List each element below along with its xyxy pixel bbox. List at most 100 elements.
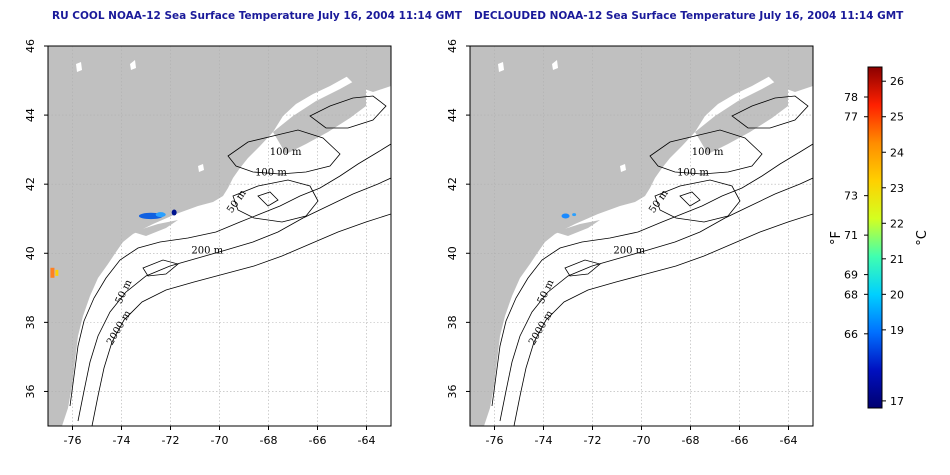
fahrenheit-tick-label: 77 <box>844 111 858 124</box>
celsius-unit-label: °C <box>915 230 930 246</box>
x-axis-ticks: -76 -74 -72 -70 -68 -66 -64 <box>64 426 376 447</box>
y-axis-ticks: 36 38 40 42 44 46 <box>446 39 470 398</box>
bathymetry-contours <box>69 95 391 426</box>
lake-shape <box>498 62 504 72</box>
x-tick-label: -74 <box>535 434 553 447</box>
land-mass <box>48 46 391 426</box>
y-tick-label: 44 <box>24 108 37 122</box>
sst-patches <box>561 213 577 219</box>
celsius-tick-label: 24 <box>890 146 904 159</box>
contour-label: 100 m <box>677 168 709 179</box>
x-axis-ticks: -76 -74 -72 -70 -68 -66 -64 <box>486 426 798 447</box>
land-mass <box>470 46 813 426</box>
contour-line <box>491 143 813 407</box>
contour-line <box>309 95 387 129</box>
land-shape <box>48 46 366 426</box>
contour-line <box>227 129 341 175</box>
contour-line <box>564 259 601 277</box>
lake-shape <box>198 164 204 172</box>
x-tick-label: -72 <box>584 434 602 447</box>
celsius-tick-label: 25 <box>890 111 904 124</box>
contour-label: 100 m <box>270 147 302 158</box>
celsius-tick-label: 26 <box>890 75 904 88</box>
y-tick-label: 38 <box>446 315 459 329</box>
contour-label: 100 m <box>692 147 724 158</box>
sst-patch <box>572 213 577 217</box>
fahrenheit-ticks: 78 77 73 71 69 68 66 <box>844 91 868 341</box>
fahrenheit-tick-label: 78 <box>844 91 858 104</box>
sst-patch <box>561 213 570 219</box>
contour-line <box>77 177 391 422</box>
x-tick-label: -76 <box>486 434 504 447</box>
lake-shape <box>76 62 82 72</box>
celsius-tick-label: 20 <box>890 288 904 301</box>
celsius-ticks: 26 25 24 23 22 21 20 19 17 <box>882 75 904 408</box>
contour-label: 200 m <box>613 245 645 256</box>
lake-shape <box>620 164 626 172</box>
contour-line <box>142 259 179 277</box>
sst-patch <box>55 269 59 276</box>
y-tick-label: 44 <box>446 108 459 122</box>
fahrenheit-tick-label: 66 <box>844 328 858 341</box>
x-tick-label: -64 <box>780 434 798 447</box>
contour-line <box>257 191 279 207</box>
land-shape <box>555 220 600 236</box>
x-tick-label: -68 <box>260 434 278 447</box>
x-tick-label: -66 <box>731 434 749 447</box>
right-map-title: DECLOUDED NOAA-12 Sea Surface Temperatur… <box>474 10 904 22</box>
celsius-tick-label: 17 <box>890 395 904 408</box>
y-tick-label: 46 <box>24 39 37 53</box>
x-tick-label: -68 <box>682 434 700 447</box>
temperature-colorbar: 26 25 24 23 22 21 20 19 17 78 77 73 71 69 68 66 °F °C <box>829 66 930 409</box>
fahrenheit-tick-label: 69 <box>844 269 858 282</box>
contour-line <box>69 143 391 407</box>
celsius-tick-label: 22 <box>890 217 904 230</box>
x-tick-label: -76 <box>64 434 82 447</box>
x-tick-label: -64 <box>358 434 376 447</box>
y-tick-label: 38 <box>24 315 37 329</box>
x-tick-label: -70 <box>211 434 229 447</box>
x-tick-label: -72 <box>162 434 180 447</box>
land-shape <box>695 72 788 154</box>
contour-line <box>232 179 319 223</box>
contour-label: 100 m <box>255 168 287 179</box>
contour-line <box>513 213 813 426</box>
contour-line <box>731 95 809 129</box>
contour-line <box>91 213 391 426</box>
celsius-tick-label: 21 <box>890 253 904 266</box>
x-tick-label: -74 <box>113 434 131 447</box>
y-tick-label: 42 <box>446 177 459 191</box>
y-tick-label: 46 <box>446 39 459 53</box>
sst-patch <box>155 212 166 218</box>
fahrenheit-tick-label: 68 <box>844 288 858 301</box>
fahrenheit-unit-label: °F <box>829 231 844 245</box>
celsius-tick-label: 23 <box>890 182 904 195</box>
contour-line <box>679 191 701 207</box>
y-tick-label: 36 <box>24 384 37 398</box>
x-tick-label: -70 <box>633 434 651 447</box>
land-shape <box>273 72 366 154</box>
lake-shape <box>552 60 558 70</box>
x-tick-label: -66 <box>309 434 327 447</box>
land-shape <box>470 46 788 426</box>
y-tick-label: 40 <box>446 246 459 260</box>
land-shape <box>133 220 178 236</box>
land-shape <box>333 46 391 92</box>
lake-shape <box>130 60 136 70</box>
sst-patches <box>50 209 177 278</box>
fahrenheit-tick-label: 71 <box>844 229 858 242</box>
y-tick-label: 36 <box>446 384 459 398</box>
y-tick-label: 40 <box>24 246 37 260</box>
bathymetry-contours <box>491 95 813 426</box>
land-shape <box>755 46 813 92</box>
contour-line <box>649 129 763 175</box>
sst-patch <box>50 267 55 278</box>
celsius-tick-label: 19 <box>890 324 904 337</box>
contour-line <box>654 179 741 223</box>
y-axis-ticks: 36 38 40 42 44 46 <box>24 39 48 398</box>
fahrenheit-tick-label: 73 <box>844 190 858 203</box>
contour-label: 200 m <box>191 245 223 256</box>
colorbar-gradient <box>867 66 883 409</box>
